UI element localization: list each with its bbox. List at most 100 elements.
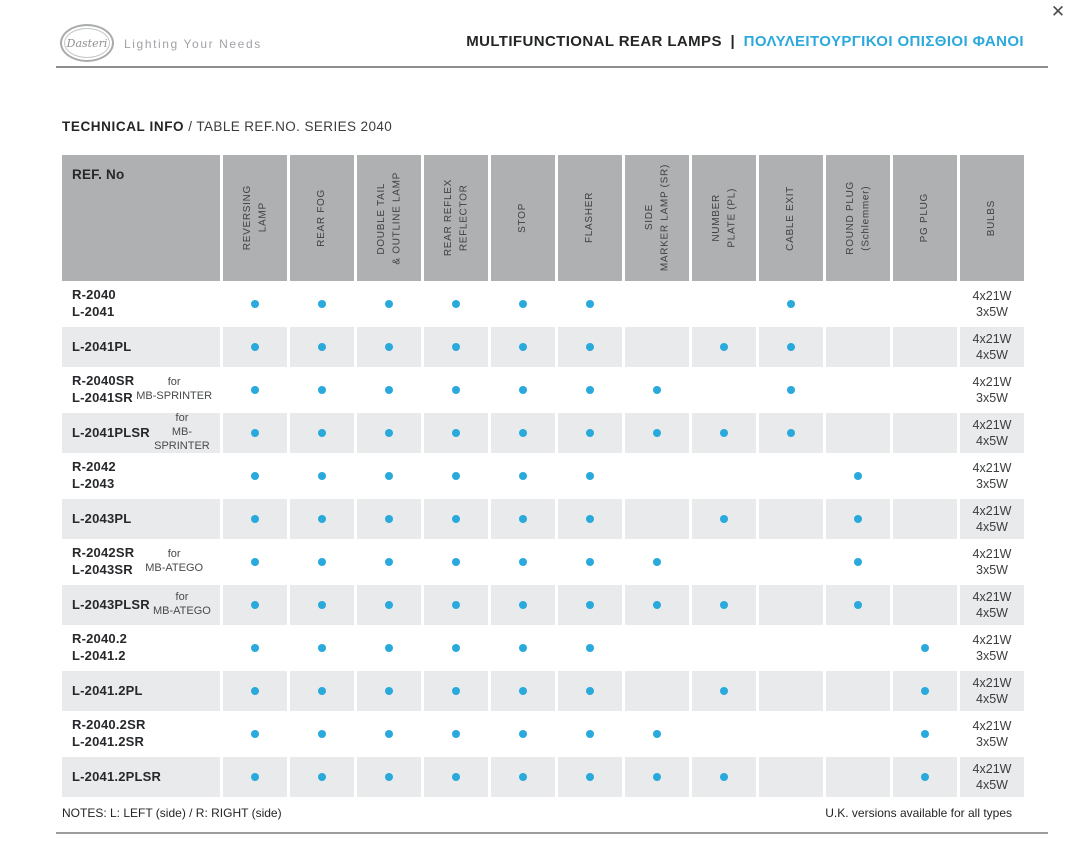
section-heading: TECHNICAL INFO / TABLE REF.NO. SERIES 20… [62,119,392,134]
feature-cell-r4-c5 [558,456,622,496]
feature-dot [452,558,460,566]
feature-dot [519,429,527,437]
ref-number: L-2043PLSR [72,596,150,612]
feature-dot [519,300,527,308]
feature-cell-r11-c4 [491,757,555,797]
ref-number: L-2041PLSR [72,424,150,440]
feature-cell-r6-c3 [424,542,488,582]
column-header-label: SIDE MARKER LAMP (SR) [643,164,671,272]
ref-number: R-2042 L-2043 [72,459,116,491]
feature-cell-r5-c2 [357,499,421,539]
feature-dot [318,429,326,437]
feature-cell-r7-c3 [424,585,488,625]
feature-cell-r6-c7 [692,542,756,582]
feature-dot [720,515,728,523]
feature-dot [720,687,728,695]
feature-cell-r0-c10 [893,284,957,324]
ref-vehicle-note: for MB-ATEGO [153,591,211,617]
title-separator: | [730,33,736,50]
feature-dot [787,386,795,394]
feature-dot [452,429,460,437]
feature-cell-r3-c7 [692,413,756,453]
feature-cell-r10-c8 [759,714,823,754]
feature-cell-r11-c5 [558,757,622,797]
feature-dot [251,687,259,695]
feature-cell-r11-c10 [893,757,957,797]
ref-number: L-2043PL [72,510,132,526]
ref-cell-row-8: R-2040.2 L-2041.2 [62,628,220,668]
feature-dot [452,687,460,695]
feature-cell-r1-c3 [424,327,488,367]
column-header-cell-8: CABLE EXIT [759,155,823,281]
column-header-cell-6: SIDE MARKER LAMP (SR) [625,155,689,281]
feature-cell-r11-c0 [223,757,287,797]
feature-cell-r8-c2 [357,628,421,668]
feature-dot [519,515,527,523]
feature-cell-r6-c4 [491,542,555,582]
feature-cell-r0-c9 [826,284,890,324]
feature-dot [318,773,326,781]
feature-cell-r0-c2 [357,284,421,324]
feature-cell-r11-c9 [826,757,890,797]
feature-cell-r4-c10 [893,456,957,496]
feature-dot [921,644,929,652]
ref-number: R-2040.2 L-2041.2 [72,631,128,663]
feature-dot [720,343,728,351]
feature-cell-r7-c5 [558,585,622,625]
feature-cell-r9-c3 [424,671,488,711]
feature-cell-r8-c0 [223,628,287,668]
feature-dot [519,601,527,609]
feature-dot [318,300,326,308]
feature-cell-r7-c10 [893,585,957,625]
feature-cell-r11-c7 [692,757,756,797]
feature-cell-r3-c6 [625,413,689,453]
ref-vehicle-note: for MB-SPRINTER [154,412,210,452]
feature-cell-r1-c8 [759,327,823,367]
ref-cell-row-1: L-2041PL [62,327,220,367]
column-header-label: DOUBLE TAIL & OUTLINE LAMP [375,171,403,265]
feature-cell-r4-c1 [290,456,354,496]
feature-cell-r0-c3 [424,284,488,324]
close-icon[interactable]: ✕ [1050,2,1066,21]
feature-cell-r3-c10 [893,413,957,453]
feature-cell-r9-c10 [893,671,957,711]
ref-cell-row-9: L-2041.2PL [62,671,220,711]
ref-number: L-2041.2PL [72,682,143,698]
feature-dot [385,515,393,523]
bulbs-cell-row-7: 4x21W 4x5W [960,585,1024,625]
feature-dot [452,644,460,652]
feature-dot [921,773,929,781]
feature-cell-r2-c7 [692,370,756,410]
feature-cell-r4-c9 [826,456,890,496]
feature-dot [385,300,393,308]
feature-cell-r0-c8 [759,284,823,324]
feature-cell-r10-c4 [491,714,555,754]
bulbs-cell-row-9: 4x21W 4x5W [960,671,1024,711]
feature-dot [318,730,326,738]
column-header-label: BULBS [986,199,998,237]
feature-cell-r3-c9 [826,413,890,453]
feature-cell-r8-c7 [692,628,756,668]
feature-cell-r11-c2 [357,757,421,797]
feature-cell-r5-c9 [826,499,890,539]
feature-cell-r4-c2 [357,456,421,496]
feature-dot [318,472,326,480]
header-divider [56,66,1048,68]
feature-dot [586,644,594,652]
dasteri-logo: Dasteri [60,24,114,62]
bulbs-cell-row-3: 4x21W 4x5W [960,413,1024,453]
feature-cell-r9-c8 [759,671,823,711]
feature-cell-r6-c10 [893,542,957,582]
feature-cell-r3-c3 [424,413,488,453]
feature-cell-r2-c10 [893,370,957,410]
ref-no-header-label: REF. No [72,167,125,182]
ref-vehicle-note: for MB-SPRINTER [136,376,213,402]
feature-dot [586,558,594,566]
ref-number: R-2040 L-2041 [72,287,116,319]
feature-cell-r8-c5 [558,628,622,668]
feature-cell-r3-c5 [558,413,622,453]
feature-dot [318,687,326,695]
logo-tagline: Lighting Your Needs [124,37,262,51]
feature-cell-r5-c0 [223,499,287,539]
